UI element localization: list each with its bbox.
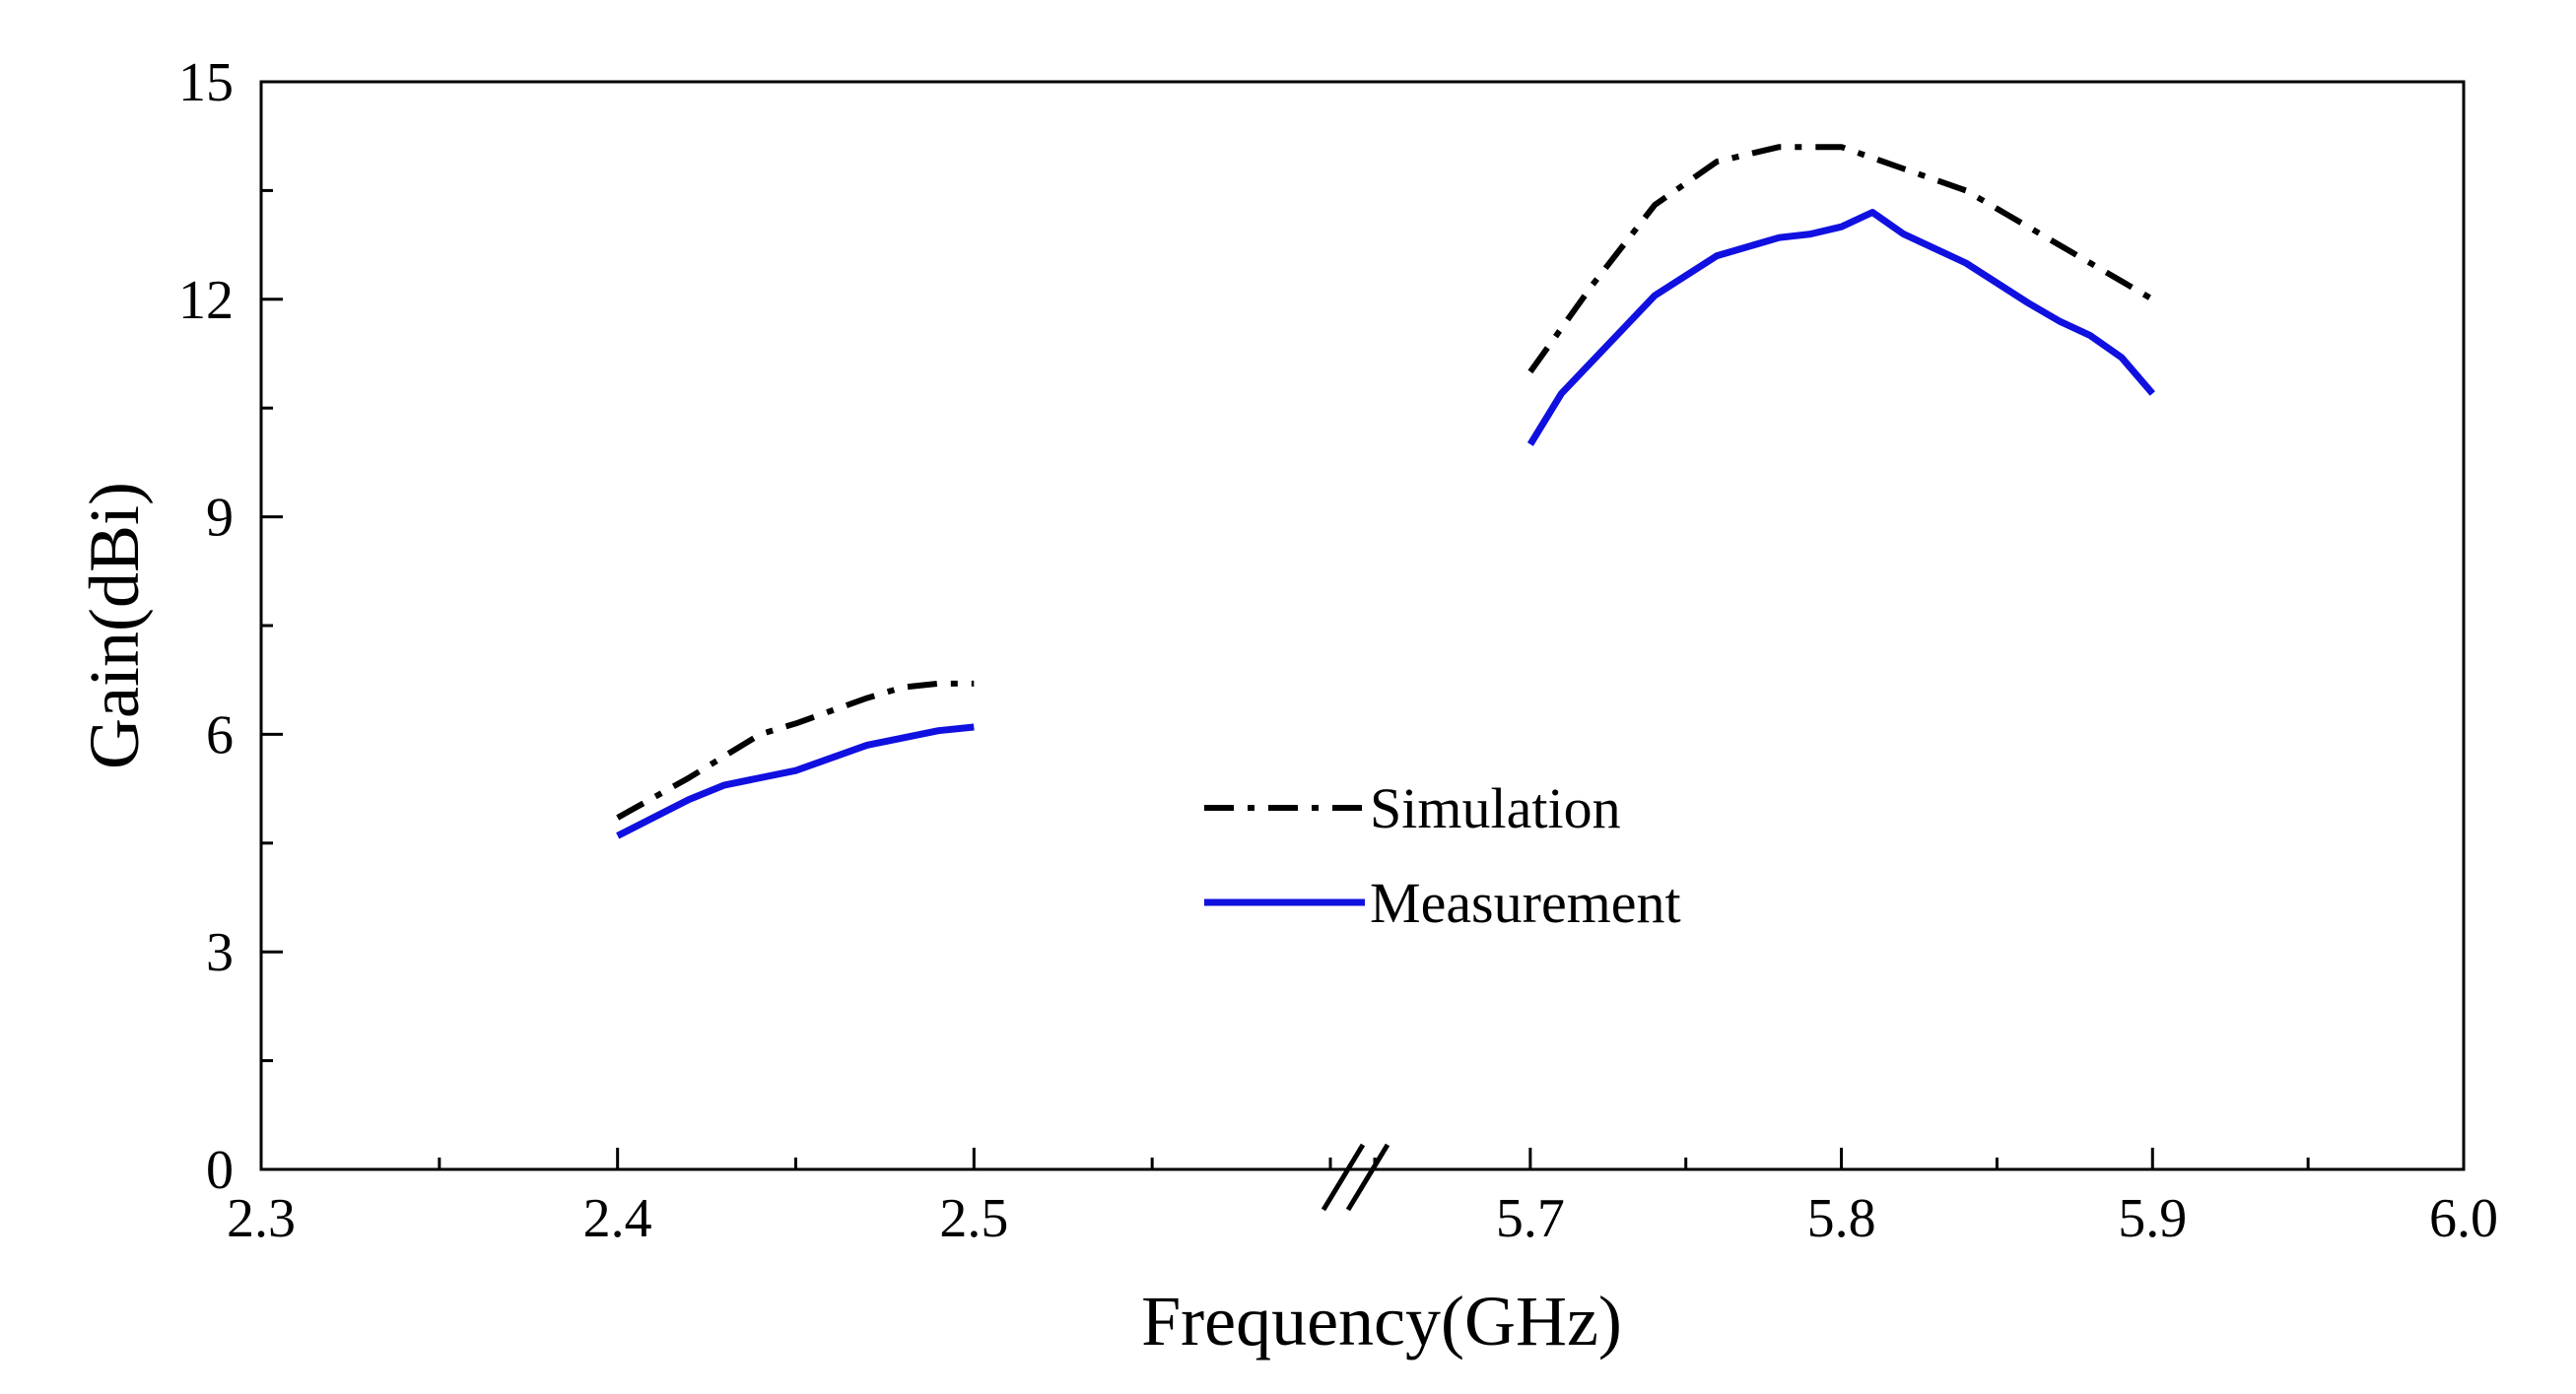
x-tick-label: 5.8 (1807, 1188, 1876, 1249)
x-tick-label: 6.0 (2429, 1188, 2498, 1249)
x-tick-label: 5.9 (2118, 1188, 2187, 1249)
x-tick-label: 2.5 (939, 1188, 1008, 1249)
x-tick-label: 2.4 (583, 1188, 652, 1249)
axis-break-mark (1321, 1143, 1390, 1212)
legend-label-simulation: Simulation (1370, 776, 1621, 840)
y-tick-label: 12 (178, 270, 234, 331)
series-line-simulation (616, 680, 975, 821)
series-line-measurement (616, 723, 975, 839)
y-axis-title: Gain(dBi) (75, 482, 154, 769)
x-axis-ticks: 2.3 2.4 2.5 5.7 5.8 5.9 6.0 (227, 1148, 2498, 1249)
x-tick-label: 2.3 (227, 1188, 296, 1249)
x-tick-label: 5.7 (1496, 1188, 1565, 1249)
y-tick-label: 6 (206, 704, 234, 765)
y-tick-label: 15 (178, 52, 234, 113)
legend: Simulation Measurement (1204, 776, 1681, 935)
x-axis-title: Frequency(GHz) (1141, 1282, 1622, 1361)
y-tick-label: 3 (206, 922, 234, 983)
plot-frame (259, 80, 2466, 1171)
legend-label-measurement: Measurement (1370, 871, 1681, 935)
y-tick-label: 9 (206, 488, 234, 549)
y-tick-label: 0 (206, 1140, 234, 1201)
y-axis-ticks: 0 3 6 9 12 15 (178, 52, 283, 1201)
series-layer (616, 144, 2155, 839)
series-line-measurement (1526, 209, 2155, 446)
series-line-simulation (1527, 144, 2154, 374)
